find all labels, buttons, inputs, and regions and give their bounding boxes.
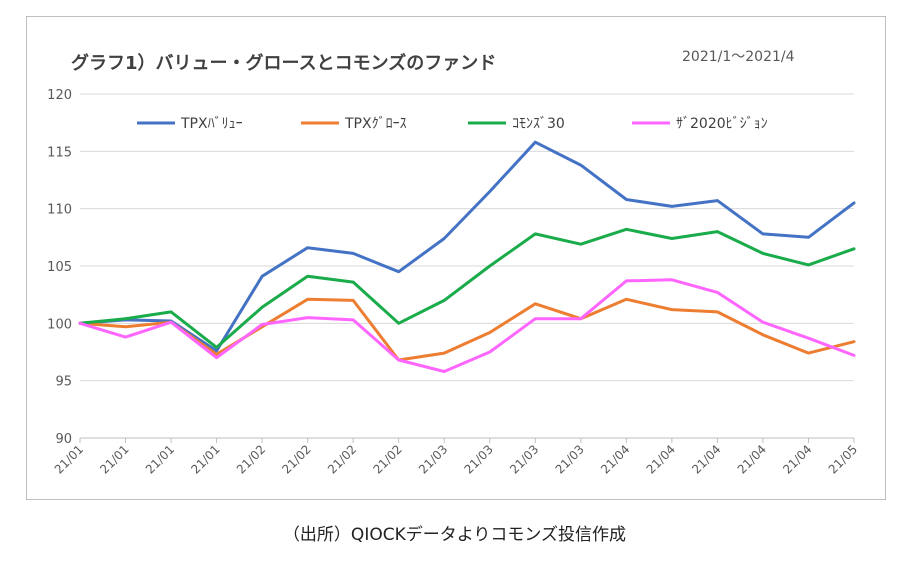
x-tick-label: 21/03 — [416, 442, 450, 476]
x-tick-label: 21/03 — [507, 442, 541, 476]
x-tick-label: 21/02 — [279, 442, 313, 476]
x-tick-label: 21/03 — [553, 442, 587, 476]
series-line-4 — [78, 278, 856, 373]
legend-label: TPXｸﾞﾛｰｽ — [344, 116, 407, 132]
legend-label: ｻﾞ2020ﾋﾞｼﾞｮﾝ — [676, 116, 768, 132]
y-tick-label: 120 — [47, 88, 72, 103]
legend-item-3: ｺﾓﾝｽﾞ30 — [468, 116, 565, 132]
y-tick-label: 90 — [55, 432, 72, 447]
line-chart: グラフ1）バリュー・グロースとコモンズのファンド 2021/1〜2021/4 9… — [47, 49, 860, 477]
series-lines — [78, 140, 856, 373]
x-tick-label: 21/02 — [325, 442, 359, 476]
x-tick-label: 21/01 — [52, 442, 86, 476]
y-tick-label: 95 — [55, 375, 72, 390]
x-tick-label: 21/02 — [234, 442, 268, 476]
source-note: （出所）QIOCKデータよりコモンズ投信作成 — [282, 525, 627, 545]
y-tick-label: 100 — [47, 317, 72, 332]
grid-lines — [80, 93, 854, 439]
series-line-3 — [78, 227, 856, 349]
legend-label: TPXﾊﾞﾘｭｰ — [180, 116, 243, 132]
x-tick-label: 21/01 — [97, 442, 131, 476]
x-tick-label: 21/04 — [598, 442, 632, 476]
y-tick-label: 110 — [47, 203, 72, 218]
legend-label: ｺﾓﾝｽﾞ30 — [512, 116, 565, 132]
chart-title: グラフ1）バリュー・グロースとコモンズのファンド — [71, 52, 496, 74]
x-tick-label: 21/04 — [780, 442, 814, 476]
x-tick-label: 21/04 — [644, 442, 678, 476]
series-line-2 — [78, 297, 856, 362]
y-tick-label: 105 — [47, 260, 72, 275]
x-tick-label: 21/04 — [689, 442, 723, 476]
series-line-1 — [78, 140, 856, 353]
legend-item-1: TPXﾊﾞﾘｭｰ — [137, 116, 243, 132]
x-axis-ticks: 21/01 21/01 21/01 21/01 21/02 21/02 21/02 21/02… — [52, 438, 860, 477]
legend-item-4: ｻﾞ2020ﾋﾞｼﾞｮﾝ — [632, 116, 768, 132]
y-tick-label: 115 — [47, 145, 72, 160]
legend: TPXﾊﾞﾘｭｰ TPXｸﾞﾛｰｽ ｺﾓﾝｽﾞ30 ｻﾞ2020ﾋﾞｼﾞｮﾝ — [137, 116, 768, 132]
x-tick-label: 21/04 — [735, 442, 769, 476]
chart-subtitle: 2021/1〜2021/4 — [682, 49, 795, 65]
x-tick-label: 21/01 — [188, 442, 222, 476]
x-tick-label: 21/03 — [462, 442, 496, 476]
y-axis-ticks: 90 95 100 105 110 115 120 — [47, 88, 72, 447]
x-tick-label: 21/01 — [143, 442, 177, 476]
legend-item-2: TPXｸﾞﾛｰｽ — [301, 116, 407, 132]
chart-frame: グラフ1）バリュー・グロースとコモンズのファンド 2021/1〜2021/4 9… — [26, 16, 886, 500]
x-tick-label: 21/05 — [826, 442, 860, 476]
x-tick-label: 21/02 — [370, 442, 404, 476]
